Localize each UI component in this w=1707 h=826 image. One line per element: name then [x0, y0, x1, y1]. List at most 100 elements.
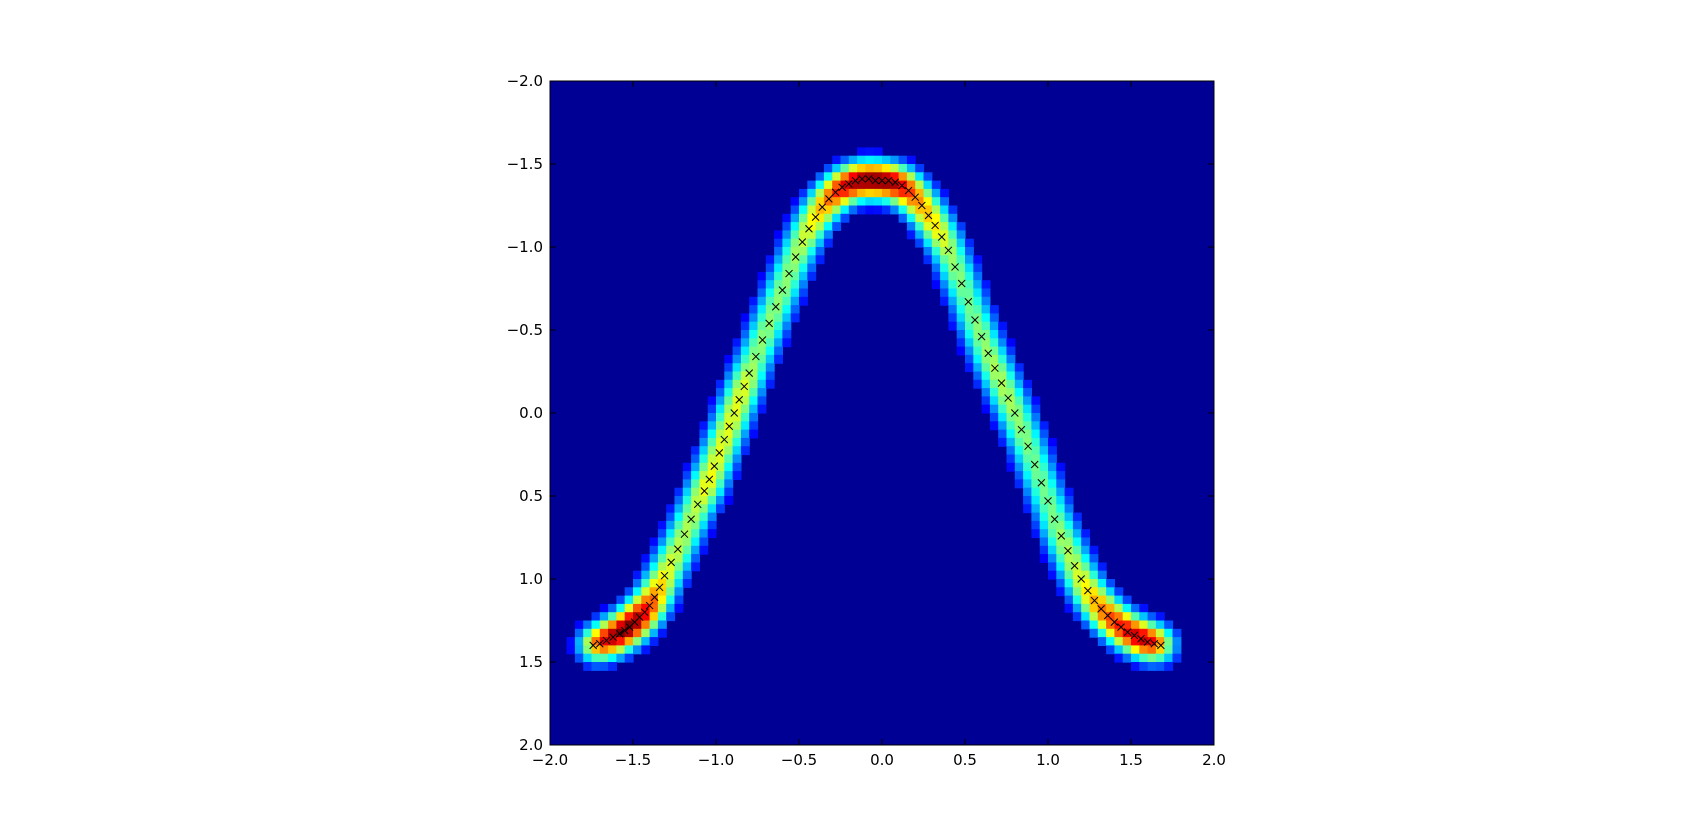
heatmap-cell	[1048, 471, 1057, 480]
heatmap-cell	[965, 313, 974, 323]
heatmap-cell	[1139, 612, 1149, 622]
heatmap-cell	[574, 645, 584, 655]
data-point-marker	[673, 545, 682, 553]
heatmap-cell	[965, 288, 974, 298]
data-point-marker	[931, 221, 939, 230]
heatmap-cell	[948, 296, 958, 306]
data-point-marker	[911, 193, 920, 202]
heatmap-cell	[1064, 496, 1074, 505]
heatmap-cell	[765, 313, 775, 323]
heatmap-cell	[633, 570, 642, 580]
heatmap-cell	[1072, 562, 1082, 572]
heatmap-cell	[716, 421, 725, 431]
data-point-marker	[831, 188, 840, 197]
heatmap-cell	[807, 263, 817, 273]
heatmap-cell	[940, 255, 949, 265]
heatmap-cell	[1014, 413, 1024, 422]
heatmap-cell	[923, 222, 933, 231]
data-point-marker	[693, 500, 702, 509]
heatmap-cell	[915, 222, 925, 231]
heatmap-cell	[707, 413, 717, 422]
heatmap-cell	[724, 496, 734, 505]
heatmap-cell	[931, 188, 941, 198]
heatmap-cell	[1081, 545, 1091, 555]
heatmap-cell	[1097, 587, 1107, 597]
heatmap-cell	[1064, 504, 1074, 514]
heatmap-cell	[716, 504, 725, 514]
heatmap-cell	[931, 263, 941, 273]
heatmap-cell	[790, 197, 800, 207]
heatmap-cell	[1089, 628, 1099, 638]
data-point-marker	[1150, 639, 1159, 648]
heatmap-cell	[989, 313, 999, 323]
heatmap-cell	[691, 537, 700, 547]
heatmap-cell	[641, 579, 651, 588]
data-point-marker	[650, 593, 659, 602]
heatmap-cell	[981, 363, 991, 373]
heatmap-cell	[1106, 637, 1115, 646]
heatmap-cell	[716, 487, 725, 497]
heatmap-cell	[1023, 454, 1032, 464]
data-point-marker	[615, 629, 624, 638]
heatmap-cell	[1081, 570, 1091, 580]
heatmap-cell	[749, 321, 759, 331]
heatmap-cell	[641, 620, 651, 630]
heatmap-cell	[608, 662, 617, 671]
heatmap-cell	[1089, 562, 1099, 572]
heatmap-cell	[931, 238, 941, 248]
heatmap-cell	[633, 645, 642, 655]
heatmap-cell	[940, 280, 949, 290]
heatmap-cell	[774, 247, 783, 256]
heatmap-cell	[749, 413, 759, 422]
heatmap-cell	[882, 164, 891, 173]
heatmap-cell	[890, 197, 900, 207]
heatmap-cell	[832, 197, 842, 207]
heatmap-cell	[1072, 545, 1082, 555]
x-tick-label: 0.5	[953, 751, 977, 769]
heatmap-cell	[666, 504, 676, 514]
heatmap-cell	[1081, 529, 1091, 539]
heatmap-cell	[1031, 421, 1041, 431]
heatmap-cell	[1064, 587, 1074, 597]
heatmap-cell	[799, 255, 808, 265]
heatmap-cell	[707, 462, 717, 472]
heatmap-cell	[716, 437, 725, 447]
heatmap-cell	[1031, 512, 1041, 522]
heatmap-cell	[1014, 479, 1024, 489]
heatmap-cell	[1122, 653, 1132, 663]
heatmap-cell	[774, 238, 783, 248]
heatmap-cell	[1097, 620, 1107, 630]
heatmap-cell	[749, 338, 759, 348]
heatmap-cell	[724, 462, 734, 472]
heatmap-cell	[674, 496, 684, 505]
heatmap-cell	[981, 321, 991, 331]
heatmap-cell	[1031, 396, 1041, 406]
heatmap-cell	[1006, 379, 1016, 389]
heatmap-layer	[550, 81, 1214, 745]
x-tick-label: −1.5	[615, 751, 651, 769]
heatmap-cell	[1131, 603, 1140, 613]
heatmap-cell	[1122, 645, 1132, 655]
heatmap-cell	[882, 197, 891, 207]
heatmap-cell	[691, 545, 700, 555]
heatmap-cell	[633, 628, 642, 638]
heatmap-cell	[898, 205, 908, 215]
heatmap-cell	[757, 379, 767, 389]
heatmap-cell	[1089, 603, 1099, 613]
heatmap-cell	[749, 346, 759, 356]
heatmap-cell	[998, 421, 1008, 431]
heatmap-cell	[633, 595, 642, 605]
heatmap-cell	[931, 255, 941, 265]
heatmap-cell	[657, 520, 667, 530]
heatmap-cell	[724, 371, 734, 381]
heatmap-cell	[989, 354, 999, 364]
heatmap-cell	[973, 330, 983, 339]
data-point-marker	[805, 224, 813, 233]
heatmap-cell	[657, 579, 667, 588]
heatmap-cell	[591, 645, 601, 655]
heatmap-cell	[923, 230, 933, 240]
heatmap-cell	[1081, 554, 1091, 563]
data-point-marker	[917, 201, 926, 210]
heatmap-cell	[674, 504, 684, 514]
heatmap-cell	[740, 413, 750, 422]
